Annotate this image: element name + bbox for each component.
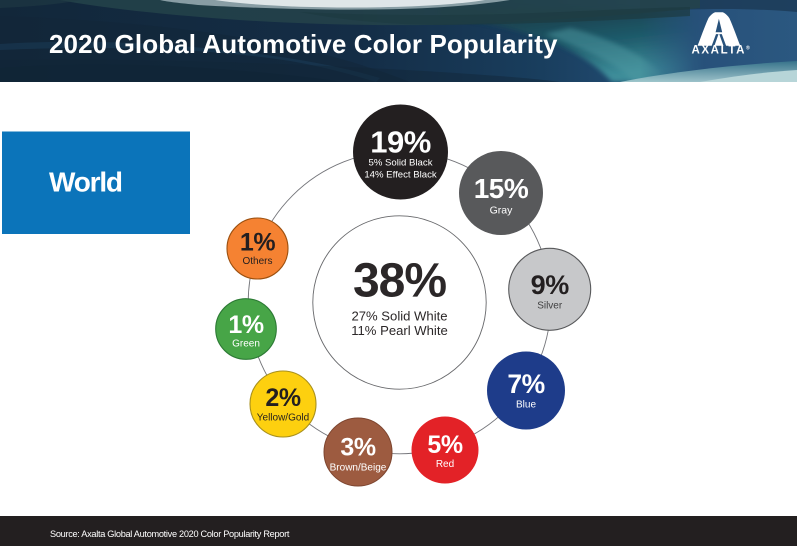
svg-text:1%: 1% [240,228,275,256]
svg-text:1%: 1% [228,311,263,339]
svg-text:11% Pearl White: 11% Pearl White [351,323,448,338]
svg-text:Gray: Gray [490,204,514,216]
svg-text:Source: Axalta Global Automoti: Source: Axalta Global Automotive 2020 Co… [50,529,290,539]
svg-text:World: World [49,167,122,198]
svg-text:3%: 3% [340,434,375,462]
svg-text:19%: 19% [370,125,431,160]
svg-text:7%: 7% [507,369,544,399]
svg-text:27% Solid White: 27% Solid White [351,309,447,324]
svg-text:9%: 9% [531,270,570,300]
svg-text:AXALTA®: AXALTA® [692,45,752,57]
svg-text:Others: Others [242,256,272,267]
svg-text:14% Effect Black: 14% Effect Black [364,169,437,180]
svg-text:2%: 2% [265,384,300,412]
svg-text:Green: Green [232,339,260,350]
svg-text:Brown/Beige: Brown/Beige [330,462,387,473]
svg-text:Yellow/Gold: Yellow/Gold [257,413,309,424]
svg-text:38%: 38% [353,255,446,308]
svg-text:5% Solid Black: 5% Solid Black [369,158,433,169]
svg-text:Silver: Silver [537,300,563,311]
svg-text:Blue: Blue [516,400,536,411]
svg-text:5%: 5% [427,431,462,459]
svg-text:15%: 15% [474,173,529,204]
svg-text:Red: Red [436,459,454,470]
svg-text:2020 Global Automotive Color P: 2020 Global Automotive Color Popularity [49,29,558,59]
